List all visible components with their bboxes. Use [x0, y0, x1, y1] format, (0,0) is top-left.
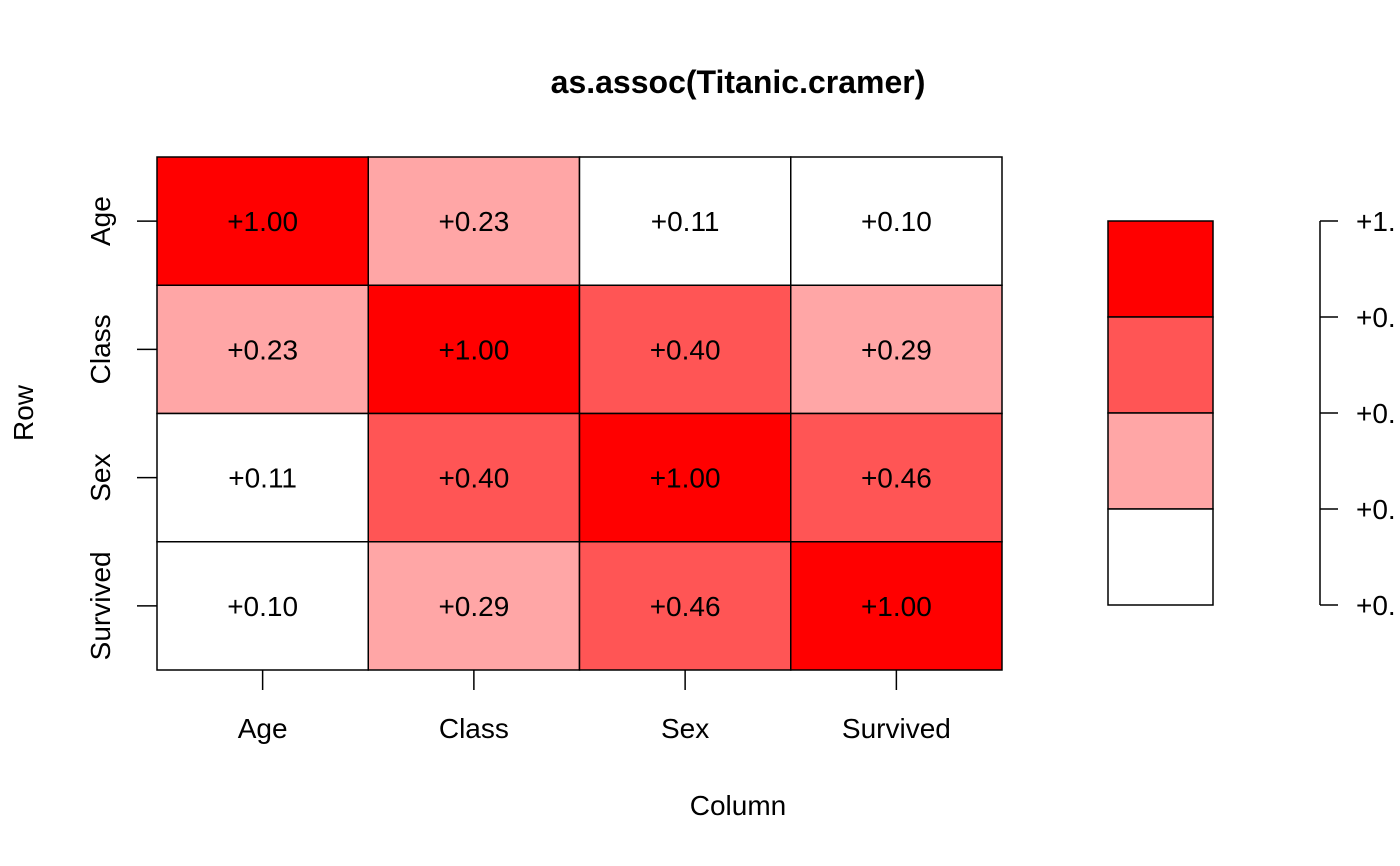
- chart-title: as.assoc(Titanic.cramer): [551, 64, 926, 100]
- heatmap-cell: [367, 541, 581, 671]
- heatmap-cells: +1.00 +0.23 +0.11 +0.10 +0.23 +1.00 +0.40 +0.29…: [156, 156, 1003, 671]
- heatmap-cell: [790, 284, 1003, 415]
- heatmap-cell: [790, 541, 1003, 671]
- cell-value-label: +1.00: [861, 591, 932, 622]
- y-tick-label: Survived: [85, 551, 116, 660]
- cell-value-label: +0.11: [651, 206, 720, 237]
- y-axis-label: Row: [8, 384, 39, 441]
- heatmap-cell: [790, 412, 1003, 543]
- x-axis-label: Column: [690, 790, 786, 821]
- heatmap-cell: [578, 156, 792, 286]
- cell-value-label: +1.00: [227, 206, 298, 237]
- cell-value-label: +0.29: [438, 591, 509, 622]
- x-tick-label: Sex: [661, 713, 709, 744]
- heatmap-cell: [578, 541, 792, 671]
- color-legend: +1. +0. +0. +0. +0.: [1107, 206, 1396, 621]
- legend-tick-label: +0.: [1356, 302, 1396, 333]
- heatmap-cell: [367, 156, 581, 286]
- cell-value-label: +0.23: [438, 206, 509, 237]
- x-tick-label: Class: [439, 713, 509, 744]
- cell-value-label: +1.00: [650, 463, 721, 494]
- cell-value-label: +0.11: [228, 463, 297, 494]
- cell-value-label: +0.40: [438, 463, 509, 494]
- legend-swatch: [1107, 220, 1214, 318]
- cell-value-label: +1.00: [438, 334, 509, 365]
- cell-value-label: +0.46: [861, 463, 932, 494]
- y-tick-label: Age: [85, 196, 116, 246]
- x-tick-label: Survived: [842, 713, 951, 744]
- y-axis: Age Class Sex Survived: [85, 196, 157, 660]
- cell-value-label: +0.23: [227, 334, 298, 365]
- heatmap-cell: [790, 156, 1003, 286]
- cell-value-label: +0.46: [650, 591, 721, 622]
- legend-tick-label: +0.: [1356, 590, 1396, 621]
- cell-value-label: +0.29: [861, 334, 932, 365]
- x-axis: Age Class Sex Survived: [238, 670, 951, 744]
- legend-swatch: [1107, 412, 1214, 510]
- legend-tick-label: +1.: [1356, 206, 1396, 237]
- legend-swatch: [1107, 316, 1214, 414]
- x-tick-label: Age: [238, 713, 288, 744]
- cell-value-label: +0.40: [650, 334, 721, 365]
- heatmap-cell: [156, 541, 369, 671]
- cell-value-label: +0.10: [861, 206, 932, 237]
- legend-tick-label: +0.: [1356, 494, 1396, 525]
- y-tick-label: Sex: [85, 454, 116, 502]
- heatmap-cell: [367, 412, 581, 543]
- heatmap-cell: [156, 284, 369, 415]
- heatmap-cell: [367, 284, 581, 415]
- heatmap-cell: [156, 156, 369, 286]
- cell-value-label: +0.10: [227, 591, 298, 622]
- legend-tick-label: +0.: [1356, 398, 1396, 429]
- y-tick-label: Class: [85, 314, 116, 384]
- legend-swatch: [1107, 508, 1214, 606]
